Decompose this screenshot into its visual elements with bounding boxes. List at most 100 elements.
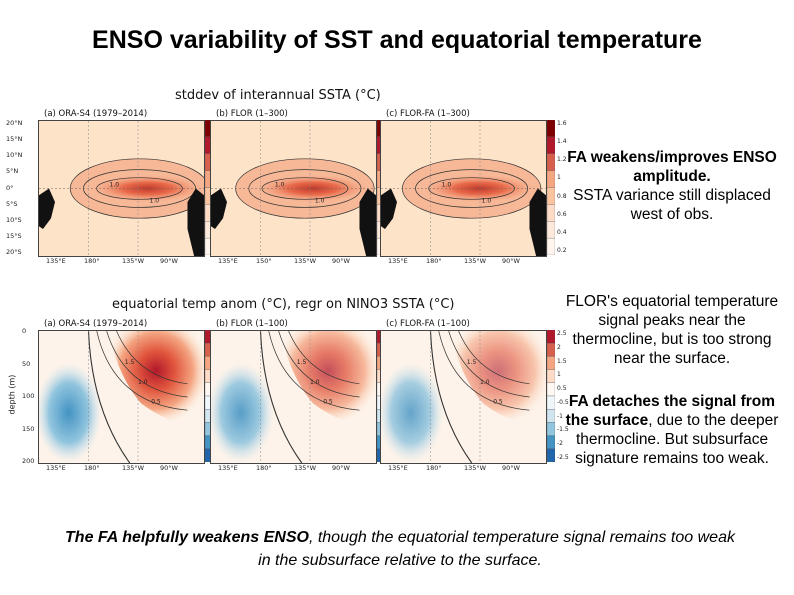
sst-xtick: 90°W [332, 257, 350, 265]
eq-xtick: 135°E [388, 464, 408, 472]
side-note-2: FLOR's equatorial temperature signal pea… [565, 293, 779, 367]
sst-xtick: 90°W [160, 257, 178, 265]
contour-label: 1.0 [482, 198, 492, 205]
eq-xtick: 135°W [464, 464, 487, 472]
sst-cbar-tick: 1.4 [557, 138, 567, 146]
eq-section-0: 1.5 1.0 0.5 [38, 330, 205, 464]
eq-colorbar-2 [547, 330, 555, 462]
eq-panel-title-0: (a) ORA-S4 (1979–2014) [44, 319, 148, 329]
contour-label: 0.5 [151, 399, 161, 406]
contour-label: 1.0 [480, 379, 490, 386]
land-mass [359, 188, 376, 256]
eq-cbar-tick: -0.5 [557, 398, 569, 406]
sst-cbar-tick: 0.2 [557, 247, 567, 254]
eq-ytick: 50 [22, 359, 31, 368]
sst-xtick: 135°E [46, 257, 66, 265]
contour-label: 1.0 [275, 182, 285, 189]
sst-cbar-tick: 1 [557, 174, 561, 182]
sst-xtick: 135°W [122, 257, 145, 265]
eq-cbar-tick: -2.5 [557, 454, 569, 461]
eq-cbar-tick: 1 [557, 371, 561, 379]
sst-ytick: 15°N [6, 135, 23, 144]
eq-cbar-tick: 0.5 [557, 385, 567, 393]
eq-xtick: 135°W [122, 464, 145, 472]
eq-panel-title-2: (c) FLOR-FA (1–100) [386, 319, 470, 329]
eq-panel-title-1: (b) FLOR (1–100) [216, 319, 288, 329]
sst-ytick: 10°S [6, 215, 22, 224]
sst-contour [415, 169, 529, 208]
eq-contour [268, 331, 360, 411]
eq-colorbar-0 [205, 330, 213, 462]
sst-ytick: 15°S [6, 231, 22, 240]
sst-xtick: 135°E [218, 257, 238, 265]
eq-cbar-tick: -1 [557, 412, 563, 420]
sst-colorbar-0 [205, 120, 213, 255]
eq-contour [448, 331, 530, 398]
sst-ytick: 0° [6, 183, 14, 192]
sst-cbar-tick: 1.6 [557, 120, 567, 127]
footer-bold: The FA helpfully weakens ENSO [65, 529, 309, 546]
eq-contour [438, 331, 530, 411]
contour-label: 1.0 [315, 198, 325, 205]
eq-contour [106, 331, 188, 398]
contour-label: 1.0 [150, 198, 160, 205]
eq-cbar-tick: 2 [557, 343, 561, 351]
sst-panel-title-1: (b) FLOR (1–300) [216, 109, 288, 119]
eq-contour [458, 331, 530, 385]
eq-section-1: 1.5 1.0 0.5 [210, 330, 377, 464]
contour-label: 1.0 [138, 379, 148, 386]
contour-label: 1.0 [442, 182, 452, 189]
sst-xtick: 135°W [464, 257, 487, 265]
eq-cbar-tick: -1.5 [557, 426, 569, 434]
sst-row-title: stddev of interannual SSTA (°C) [175, 88, 381, 103]
contour-label: 0.5 [323, 399, 333, 406]
land-mass [187, 188, 204, 256]
sst-cbar-tick: 0.8 [557, 192, 567, 200]
footer-rest: , though the equatorial temperature sign… [258, 529, 735, 569]
sst-cbar-tick: 0.4 [557, 228, 567, 236]
side-note-1-bold: FA weakens/improves ENSO amplitude. [567, 149, 777, 185]
slide-title: ENSO variability of SST and equatorial t… [92, 26, 702, 54]
land-mass [529, 188, 546, 256]
sst-cbar-tick: 0.6 [557, 210, 567, 218]
eq-ytick: 100 [22, 392, 35, 400]
eq-row-title: equatorial temp anom (°C), regr on NINO3… [112, 297, 455, 312]
contour-label: 0.5 [493, 399, 503, 406]
land-mass [211, 188, 227, 229]
eq-contour [96, 331, 188, 411]
eq-xtick: 90°W [160, 464, 178, 472]
sst-colorbar-2 [547, 120, 555, 255]
sst-ytick: 20°N [6, 119, 23, 127]
land-mass [381, 188, 397, 229]
sst-contour [69, 158, 204, 219]
eq-xtick: 180° [426, 464, 442, 472]
contour-label: 1.5 [125, 359, 135, 366]
eq-contour [278, 331, 360, 398]
eq-xtick: 135°E [218, 464, 238, 472]
side-note-3: FA detaches the signal from the surface,… [562, 392, 782, 468]
sst-panel-title-0: (a) ORA-S4 (1979–2014) [44, 109, 148, 119]
depth-axis-label: depth (m) [7, 374, 17, 415]
sst-ytick: 20°S [6, 248, 22, 256]
sst-map-2: 1.0 1.0 [380, 120, 547, 257]
sst-map-1: 1.0 1.0 [210, 120, 377, 257]
eq-cbar-tick: 2.5 [557, 330, 567, 337]
footer-summary: The FA helpfully weakens ENSO, though th… [60, 526, 740, 572]
eq-xtick: 135°W [294, 464, 317, 472]
sst-xtick: 180° [426, 257, 442, 265]
contour-label: 1.0 [110, 182, 120, 189]
sst-xtick: 90°W [502, 257, 520, 265]
contour-label: 1.0 [310, 379, 320, 386]
sst-xtick: 135°W [294, 257, 317, 265]
eq-contour [288, 331, 360, 385]
eq-xtick: 180° [84, 464, 100, 472]
contour-label: 1.5 [467, 359, 477, 366]
eq-xtick: 90°W [502, 464, 520, 472]
eq-ytick: 200 [22, 457, 35, 465]
eq-ytick: 0 [22, 327, 27, 335]
land-mass [39, 188, 55, 229]
eq-contour [116, 331, 188, 385]
sst-xtick: 180° [84, 257, 100, 265]
eq-section-2: 1.5 1.0 0.5 [380, 330, 547, 464]
sst-ytick: 5°S [6, 199, 18, 208]
